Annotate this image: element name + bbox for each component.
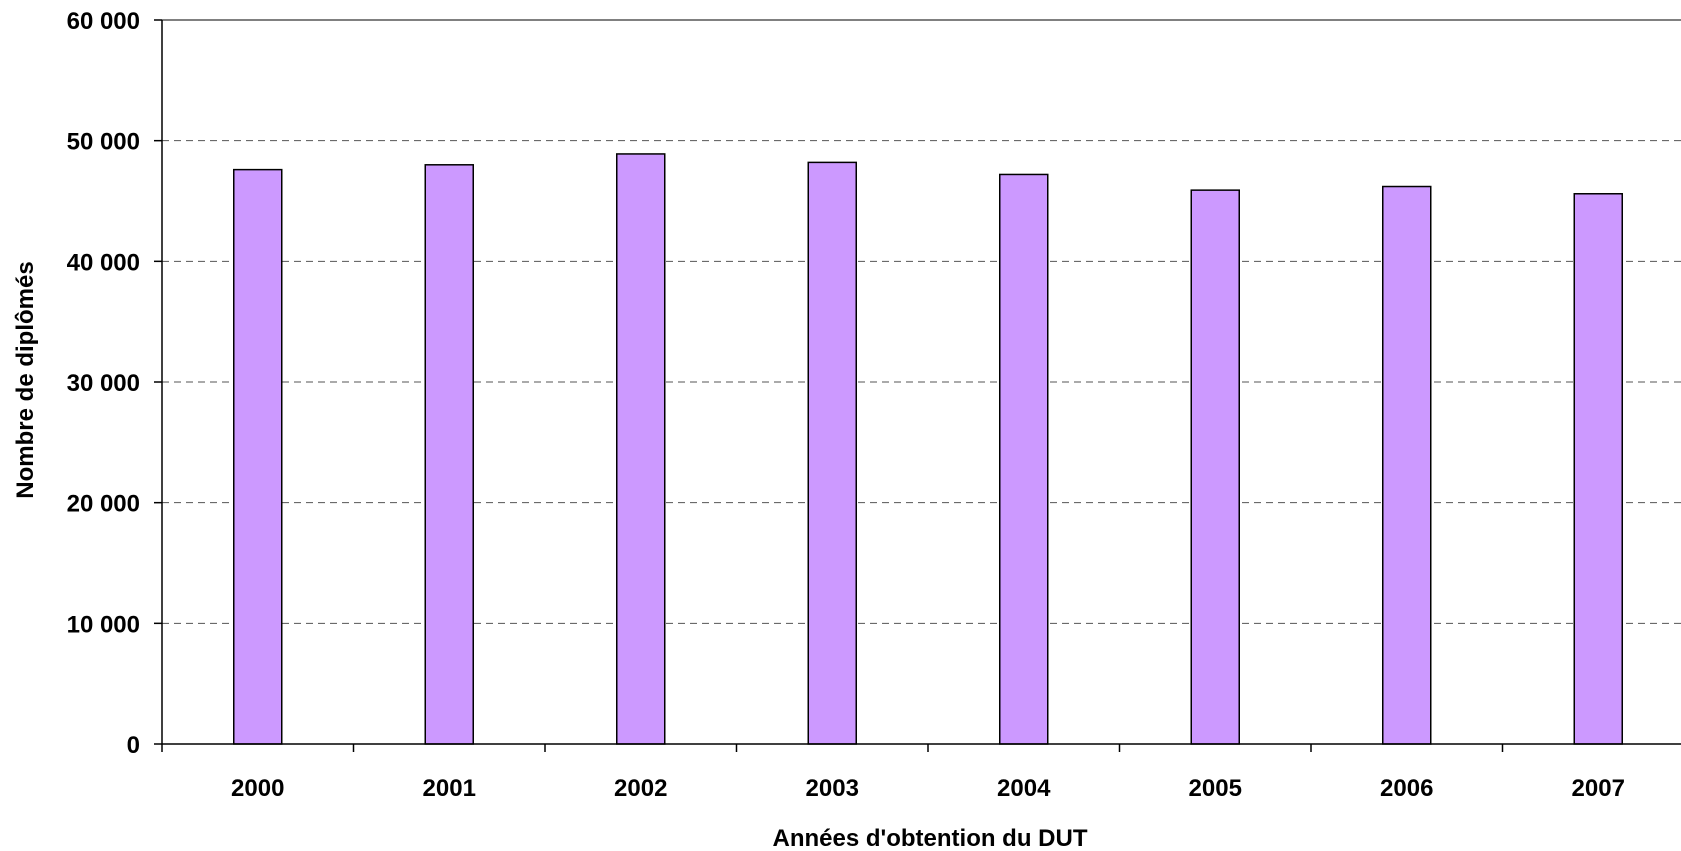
x-tick-label: 2003: [806, 775, 859, 802]
gridlines: [162, 19, 1681, 624]
bar-2003: [807, 161, 857, 745]
bar-2006: [1382, 185, 1432, 745]
axes: [154, 19, 1681, 752]
bar-2004: [999, 173, 1049, 745]
y-tick-label: 40 000: [67, 249, 140, 276]
x-tick-label: 2000: [231, 775, 284, 802]
y-tick-label: 20 000: [67, 491, 140, 518]
x-tick-label: 2002: [614, 775, 667, 802]
x-tick-label: 2004: [997, 775, 1051, 802]
y-axis-title: Nombre de diplômés: [12, 261, 39, 498]
y-tick-label: 10 000: [67, 611, 140, 638]
bar-2001: [424, 164, 474, 745]
bars: [233, 153, 1623, 745]
x-tick-label: 2006: [1380, 775, 1433, 802]
bar-2005: [1190, 189, 1240, 745]
y-tick-label: 0: [127, 732, 140, 759]
x-tick-label: 2007: [1572, 775, 1625, 802]
bar-2007: [1573, 193, 1623, 745]
x-tick-label: 2001: [423, 775, 476, 802]
x-axis-title: Années d'obtention du DUT: [772, 825, 1087, 851]
x-tick-label: 2005: [1189, 775, 1242, 802]
y-tick-label: 50 000: [67, 129, 140, 156]
y-tick-label: 60 000: [67, 8, 140, 35]
bar-2000: [233, 168, 283, 745]
y-tick-label: 30 000: [67, 370, 140, 397]
x-tick-labels: 2000 2001 2002 2003 2004 2005 2006 2007: [231, 775, 1625, 802]
y-tick-labels: 0 10 000 20 000 30 000 40 000 50 000 60 000: [67, 8, 140, 759]
bar-2002: [616, 153, 666, 745]
